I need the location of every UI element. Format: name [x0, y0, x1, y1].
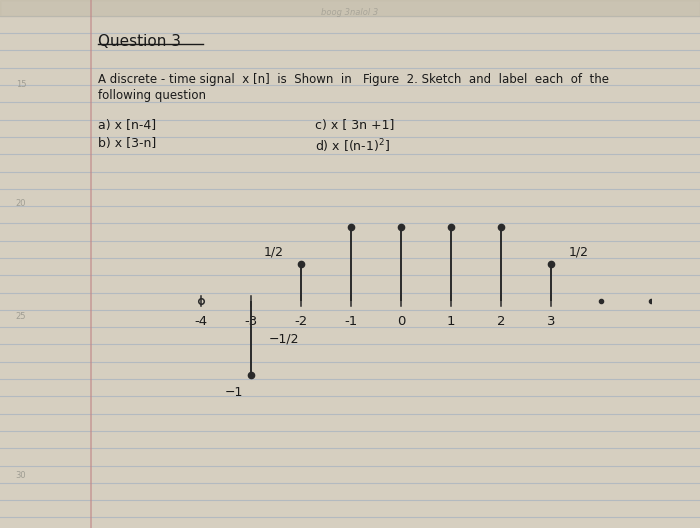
Text: 30: 30	[15, 470, 27, 480]
Text: 0: 0	[397, 315, 405, 328]
Text: 2: 2	[497, 315, 505, 328]
Text: -2: -2	[295, 315, 307, 328]
Text: c) x [ 3n +1]: c) x [ 3n +1]	[315, 119, 394, 132]
Text: −1: −1	[224, 386, 243, 399]
Text: 25: 25	[15, 312, 27, 322]
Text: boog 3nalol 3: boog 3nalol 3	[321, 8, 379, 17]
Text: following question: following question	[98, 89, 206, 102]
Text: 20: 20	[15, 199, 27, 208]
Text: −1/2: −1/2	[269, 332, 299, 345]
Text: 1: 1	[447, 315, 455, 328]
Text: A discrete - time signal  x [n]  is  Shown  in   Figure  2. Sketch  and  label  : A discrete - time signal x [n] is Shown …	[98, 73, 609, 86]
Text: b) x [3-n]: b) x [3-n]	[98, 137, 156, 150]
Text: 1/2: 1/2	[568, 245, 589, 258]
Text: 3: 3	[547, 315, 555, 328]
Text: -3: -3	[244, 315, 258, 328]
Text: d) x [(n-1)$^2$]: d) x [(n-1)$^2$]	[315, 137, 390, 155]
Text: -4: -4	[195, 315, 208, 328]
Text: 1/2: 1/2	[263, 246, 284, 259]
Text: 15: 15	[15, 80, 27, 89]
Text: a) x [n-4]: a) x [n-4]	[98, 119, 156, 132]
Text: Question 3: Question 3	[98, 34, 181, 49]
Text: -1: -1	[344, 315, 358, 328]
